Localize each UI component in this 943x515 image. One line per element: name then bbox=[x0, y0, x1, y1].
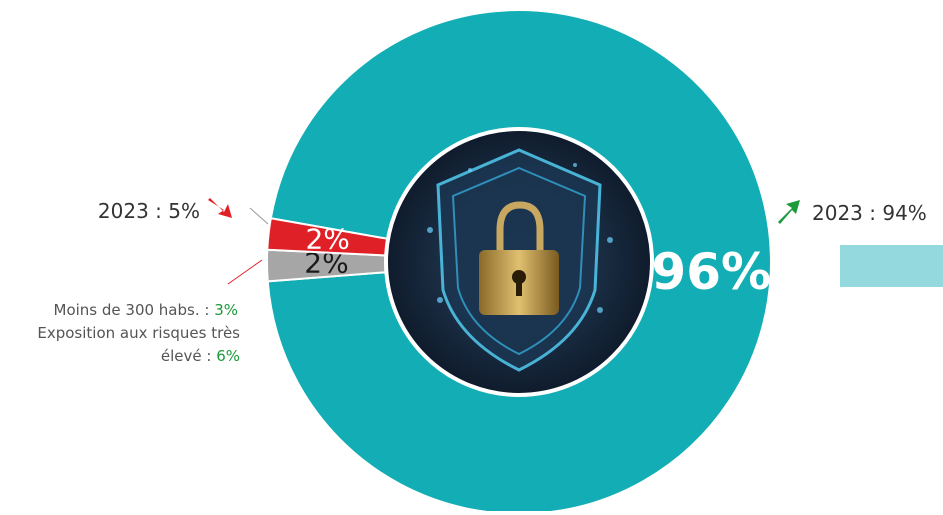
down-arrow bbox=[208, 198, 232, 218]
annotation: Exposition aux risques très élevé : 6% bbox=[18, 322, 240, 368]
annotation: 2023 : 94% bbox=[812, 201, 927, 225]
up-arrow bbox=[778, 200, 800, 224]
annotation-value: 6% bbox=[216, 347, 240, 365]
annotation-label: 2023 : bbox=[812, 201, 876, 225]
legend-swatch bbox=[840, 245, 943, 287]
slices: 96%2%2% bbox=[266, 9, 772, 515]
annotation-box: Exposition aux risques très élevé : 6% bbox=[18, 322, 240, 368]
annotation-value: 94% bbox=[882, 201, 926, 225]
center-image bbox=[384, 127, 654, 397]
annotation-value: 3% bbox=[214, 301, 238, 319]
annotation-label: Moins de 300 habs. : bbox=[54, 301, 210, 319]
annotation-value: 5% bbox=[168, 199, 200, 223]
annotation: Moins de 300 habs. : 3% bbox=[54, 301, 239, 319]
annotation-label: 2023 : bbox=[98, 199, 162, 223]
data-label: 2% bbox=[305, 223, 349, 256]
leader-line bbox=[227, 259, 263, 285]
annotation: 2023 : 5% bbox=[98, 199, 200, 223]
leader-line bbox=[249, 207, 269, 225]
annotation-label: Exposition aux risques très élevé : bbox=[37, 324, 240, 365]
data-label: 96% bbox=[651, 243, 771, 301]
